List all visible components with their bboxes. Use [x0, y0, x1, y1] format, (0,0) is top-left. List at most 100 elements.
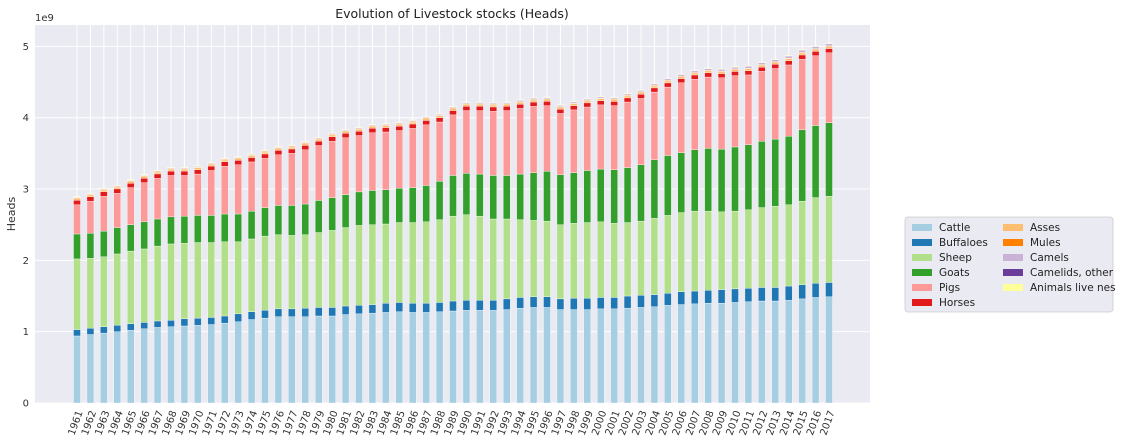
bar-segment	[113, 253, 121, 326]
bar-segment	[207, 165, 215, 171]
bar-segment	[758, 287, 766, 302]
bar-segment	[811, 55, 820, 126]
bar-segment	[825, 296, 833, 404]
bar-segment	[194, 325, 202, 404]
bar-segment	[677, 78, 685, 83]
legend-swatch	[912, 284, 932, 291]
bar-segment	[650, 294, 659, 307]
bar-segment	[449, 175, 457, 217]
bar-segment	[207, 215, 215, 243]
bar-segment	[664, 86, 672, 156]
bar-segment	[328, 134, 336, 138]
bar-segment	[127, 330, 135, 404]
bar-segment	[597, 297, 605, 310]
y-tick-label: 1	[23, 327, 29, 338]
bar-segment	[234, 321, 242, 404]
y-axis-offset-text: 1e9	[35, 13, 54, 24]
bar-segment	[570, 105, 578, 111]
bar-segment	[731, 71, 739, 76]
bar-segment	[744, 287, 753, 302]
bar-segment	[368, 304, 377, 314]
bar-segment	[503, 218, 511, 300]
bar-segment	[503, 309, 511, 404]
bar-segment	[744, 74, 753, 145]
bar-segment	[610, 105, 618, 170]
bar-segment	[623, 97, 632, 103]
bar-segment	[288, 316, 296, 404]
legend-swatch	[1003, 269, 1023, 276]
bar-segment	[623, 295, 632, 309]
bar-segment	[570, 309, 578, 404]
bar-segment	[449, 310, 457, 404]
bar-segment	[637, 295, 645, 308]
bar-segment	[180, 170, 189, 176]
bar-segment	[435, 302, 444, 312]
bar-segment	[798, 298, 806, 404]
bar-segment	[382, 131, 390, 190]
bar-segment	[516, 99, 524, 101]
bar-segment	[664, 80, 672, 84]
bar-segment	[717, 73, 726, 78]
bar-segment	[583, 297, 591, 310]
bar-segment	[556, 298, 565, 310]
bar-segment	[315, 145, 323, 201]
bar-segment	[395, 188, 403, 223]
bar-segment	[758, 71, 766, 142]
bar-segment	[422, 302, 430, 313]
bar-segment	[382, 302, 390, 313]
bar-segment	[543, 220, 551, 297]
bar-segment	[207, 164, 215, 167]
bar-segment	[100, 256, 108, 327]
bar-segment	[462, 104, 471, 107]
bar-segment	[355, 129, 363, 132]
bar-segment	[341, 314, 350, 404]
bar-segment	[153, 320, 162, 328]
bar-segment	[247, 153, 256, 155]
bar-segment	[731, 146, 739, 212]
bar-segment	[435, 113, 444, 115]
bar-segment	[435, 117, 444, 123]
bar-segment	[597, 221, 605, 298]
bar-segment	[73, 200, 81, 205]
legend-swatch	[1003, 254, 1023, 261]
bar-segment	[623, 167, 632, 223]
bar-segment	[650, 85, 659, 89]
bar-segment	[221, 159, 229, 162]
bar-segment	[529, 101, 538, 107]
bar-segment	[717, 289, 726, 304]
bar-segment	[476, 101, 484, 103]
bar-segment	[435, 181, 444, 220]
bar-segment	[86, 196, 95, 202]
bar-segment	[368, 128, 377, 133]
bar-segment	[462, 300, 471, 311]
bar-segment	[382, 223, 390, 304]
bar-segment	[409, 128, 417, 188]
bar-segment	[758, 207, 766, 288]
bar-segment	[194, 215, 202, 243]
bar-segment	[140, 174, 148, 176]
bar-segment	[583, 100, 591, 104]
bar-segment	[180, 215, 189, 244]
bar-segment	[382, 127, 390, 133]
bar-segment	[529, 296, 538, 308]
chart-title: Evolution of Livestock stocks (Heads)	[335, 6, 569, 21]
bar-segment	[704, 76, 712, 149]
bar-segment	[221, 166, 229, 215]
bar-segment	[462, 106, 471, 111]
bar-segment	[180, 243, 189, 320]
bar-segment	[180, 175, 189, 217]
legend-label: Pigs	[939, 282, 960, 294]
bar-segment	[422, 116, 430, 118]
bar-segment	[422, 221, 430, 304]
bar-segment	[489, 106, 497, 112]
bar-segment	[341, 133, 350, 138]
bar-segment	[825, 122, 833, 197]
bar-segment	[395, 311, 403, 404]
bar-segment	[113, 188, 121, 194]
bar-segment	[301, 307, 309, 317]
bar-segment	[355, 313, 363, 404]
bar-segment	[691, 74, 699, 80]
bar-segment	[771, 62, 779, 65]
bar-segment	[771, 64, 779, 69]
